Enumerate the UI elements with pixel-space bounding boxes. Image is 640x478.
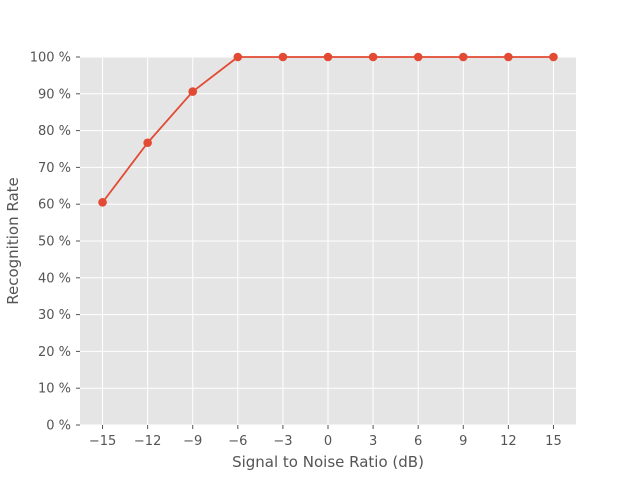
x-tick-labels: −15 −12 −9 −6 −3 0 3 6 9 12 15 xyxy=(89,434,562,449)
data-point xyxy=(323,52,333,62)
x-tick-label: 9 xyxy=(459,434,467,449)
x-tick-label: 15 xyxy=(545,434,562,449)
x-tick-label: −6 xyxy=(228,434,247,449)
data-point xyxy=(549,52,558,62)
y-tick-label: 80 % xyxy=(38,124,71,139)
x-tick-label: 0 xyxy=(324,434,332,449)
y-tick-label: 40 % xyxy=(38,271,71,286)
x-tick-label: −9 xyxy=(183,434,202,449)
y-tick-label: 60 % xyxy=(38,198,71,213)
x-tick-label: −15 xyxy=(89,434,116,449)
data-point xyxy=(368,52,378,62)
x-tick-label: −3 xyxy=(273,434,292,449)
y-tick-label: 30 % xyxy=(38,308,71,323)
data-point xyxy=(143,138,152,148)
x-tick-label: 12 xyxy=(500,434,517,449)
y-tick-labels: 0 % 10 % 20 % 30 % 40 % 50 % 60 % 70 % 80 % 90 % 1… xyxy=(30,51,71,434)
y-tick-label: 20 % xyxy=(38,345,71,360)
x-tick-label: 6 xyxy=(414,434,422,449)
y-tick-label: 90 % xyxy=(38,87,71,102)
y-tick-label: 10 % xyxy=(38,382,71,397)
y-tick-label: 50 % xyxy=(38,235,71,250)
data-point xyxy=(98,198,107,207)
x-tick-label: −12 xyxy=(134,434,161,449)
x-axis-label: Signal to Noise Ratio (dB) xyxy=(232,453,424,471)
y-axis-label: Recognition Rate xyxy=(4,177,22,305)
data-point xyxy=(188,87,198,96)
y-tick-label: 0 % xyxy=(46,419,71,434)
data-point xyxy=(278,52,288,62)
data-point xyxy=(504,52,513,62)
data-point xyxy=(458,52,468,62)
x-tick-label: 3 xyxy=(369,434,377,449)
y-tick-label: 70 % xyxy=(38,161,71,176)
data-point xyxy=(233,52,243,62)
y-tick-label: 100 % xyxy=(30,51,71,66)
tick-marks xyxy=(76,56,554,429)
data-series xyxy=(98,52,558,207)
data-point xyxy=(413,52,423,62)
